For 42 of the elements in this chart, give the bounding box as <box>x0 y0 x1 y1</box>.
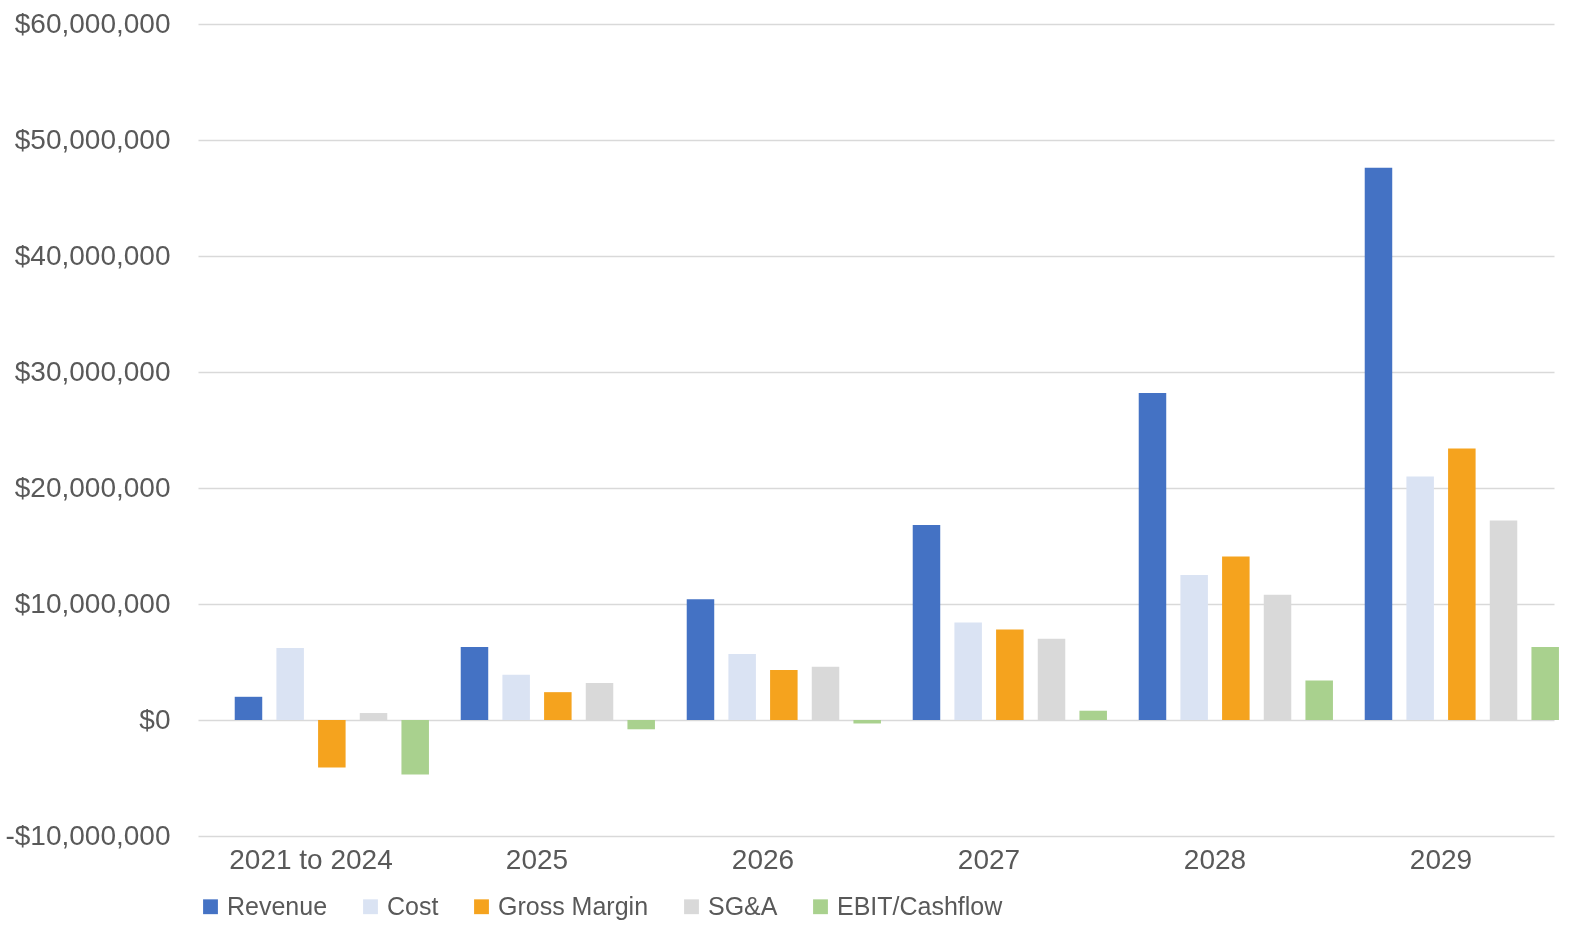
y-tick-label: $40,000,000 <box>14 239 171 271</box>
bar <box>276 648 304 720</box>
bar <box>1531 646 1559 720</box>
y-tick-label: $0 <box>139 703 171 735</box>
bar <box>770 670 798 720</box>
bar <box>318 720 346 768</box>
x-tick-label: 2021 to 2024 <box>229 843 393 875</box>
bar <box>1448 448 1476 720</box>
bar <box>1222 556 1250 720</box>
bar <box>1079 710 1107 720</box>
x-tick-label: 2026 <box>731 843 795 875</box>
bar <box>1305 680 1333 720</box>
y-tick-label: -$10,000,000 <box>5 819 171 851</box>
bar <box>1138 392 1167 720</box>
bar <box>1406 476 1434 720</box>
bar <box>544 692 572 720</box>
y-tick-label: $50,000,000 <box>14 123 171 155</box>
bar <box>954 622 982 720</box>
bar <box>912 525 941 720</box>
y-tick-label: $30,000,000 <box>14 355 171 387</box>
x-tick-label: 2028 <box>1183 843 1247 875</box>
x-tick-label: 2029 <box>1409 843 1473 875</box>
y-tick-label: $10,000,000 <box>14 587 171 619</box>
bar <box>460 646 489 720</box>
bar <box>1364 167 1393 720</box>
legend-label: EBIT/Cashflow <box>837 891 1004 920</box>
x-tick-label: 2027 <box>957 843 1021 875</box>
bar <box>234 696 263 720</box>
bar <box>728 653 756 720</box>
bar <box>627 720 655 730</box>
x-tick-label: 2025 <box>505 843 569 875</box>
y-tick-label: $60,000,000 <box>14 7 171 39</box>
bar <box>996 629 1024 720</box>
legend-label: Gross Margin <box>498 891 649 920</box>
legend-label: Revenue <box>227 891 328 920</box>
bar <box>686 599 715 720</box>
bar <box>502 674 530 720</box>
bar <box>401 720 429 775</box>
bar <box>1180 575 1208 720</box>
legend-label: SG&A <box>708 891 778 920</box>
legend-label: Cost <box>387 891 439 920</box>
y-tick-label: $20,000,000 <box>14 471 171 503</box>
